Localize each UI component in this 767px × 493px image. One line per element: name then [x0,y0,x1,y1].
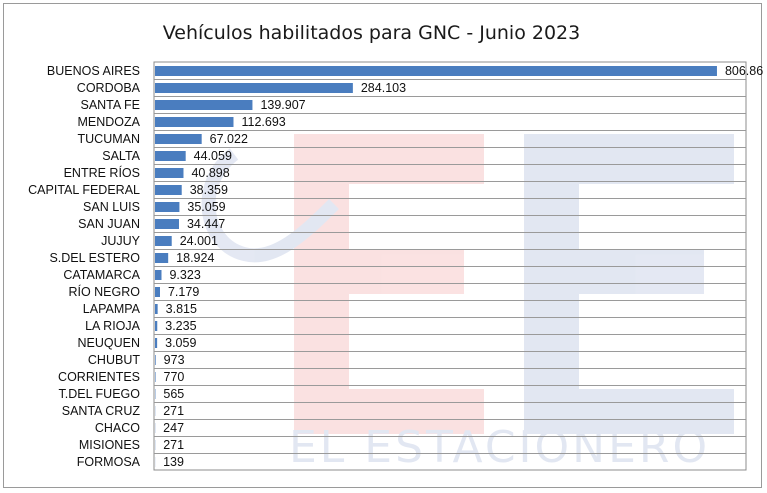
bar [155,134,202,144]
category-label: ENTRE RÍOS [64,165,140,180]
bar [155,321,158,331]
category-label: CHUBUT [88,353,140,367]
category-label: NEUQUEN [77,336,140,350]
category-label: SANTA CRUZ [62,404,141,418]
category-label: MISIONES [79,438,140,452]
category-label: SAN JUAN [78,217,140,231]
category-label: CATAMARCA [63,268,140,282]
category-label: SAN LUIS [83,200,140,214]
chart-title: Vehículos habilitados para GNC - Junio 2… [162,22,581,44]
category-label: MENDOZA [78,115,141,129]
category-label: T.DEL FUEGO [59,387,141,401]
category-label: CHACO [95,421,140,435]
category-label: LAPAMPA [83,302,141,316]
bar [155,185,182,195]
category-label: SALTA [102,149,140,163]
bar [155,304,158,314]
category-label: LA RIOJA [85,319,141,333]
bar [155,83,353,93]
data-label: 770 [164,370,185,384]
bar [155,236,172,246]
bar [155,219,179,229]
data-label: 3.815 [166,302,197,316]
bar [155,253,169,263]
bar [155,100,253,110]
bar [155,355,156,365]
data-label: 44.059 [194,149,232,163]
data-label: 973 [164,353,185,367]
bar [155,270,162,280]
data-label: 18.924 [176,251,214,265]
chart-frame: Vehículos habilitados para GNC - Junio 2… [3,3,763,488]
category-label: RÍO NEGRO [68,284,140,299]
data-label: 40.898 [191,166,229,180]
data-label: 139 [163,455,184,469]
bar-chart: EL ESTACIONERO BUENOS AIRES CORDOBA SANTA … [28,61,763,473]
data-label: 67.022 [210,132,248,146]
data-labels: 806.869 284.103 139.907 112.693 67.022 44.059… [163,64,763,469]
data-label: 38.359 [190,183,228,197]
bar [155,372,156,382]
data-label: 565 [163,387,184,401]
data-label: 3.235 [165,319,196,333]
data-label: 247 [163,421,184,435]
data-label: 24.001 [180,234,218,248]
bar [155,202,180,212]
data-label: 3.059 [165,336,196,350]
bar [155,287,160,297]
category-label: CORRIENTES [58,370,140,384]
category-label: S.DEL ESTERO [49,251,140,265]
bar [155,66,717,76]
category-label: FORMOSA [77,455,141,469]
category-labels: BUENOS AIRES CORDOBA SANTA FE MENDOZA TUCUMA… [28,64,141,469]
category-label: JUJUY [101,234,141,248]
data-label: 284.103 [361,81,406,95]
bars [155,66,717,467]
data-label: 139.907 [260,98,305,112]
data-label: 806.869 [725,64,763,78]
category-label: BUENOS AIRES [47,64,140,78]
bar [155,117,234,127]
data-label: 112.693 [241,115,285,129]
data-label: 7.179 [168,285,199,299]
bar [155,338,158,348]
category-label: SANTA FE [80,98,140,112]
bar [155,168,184,178]
svg-text:EL ESTACIONERO: EL ESTACIONERO [289,422,710,473]
data-label: 271 [163,438,184,452]
data-label: 35.059 [187,200,225,214]
category-label: CORDOBA [77,81,141,95]
category-label: TUCUMAN [78,132,141,146]
data-label: 9.323 [169,268,200,282]
data-label: 271 [163,404,184,418]
watermark-logo: EL ESTACIONERO [201,134,734,473]
data-label: 34.447 [187,217,225,231]
gridlines [153,61,747,471]
bar [155,151,186,161]
category-label: CAPITAL FEDERAL [28,183,140,197]
